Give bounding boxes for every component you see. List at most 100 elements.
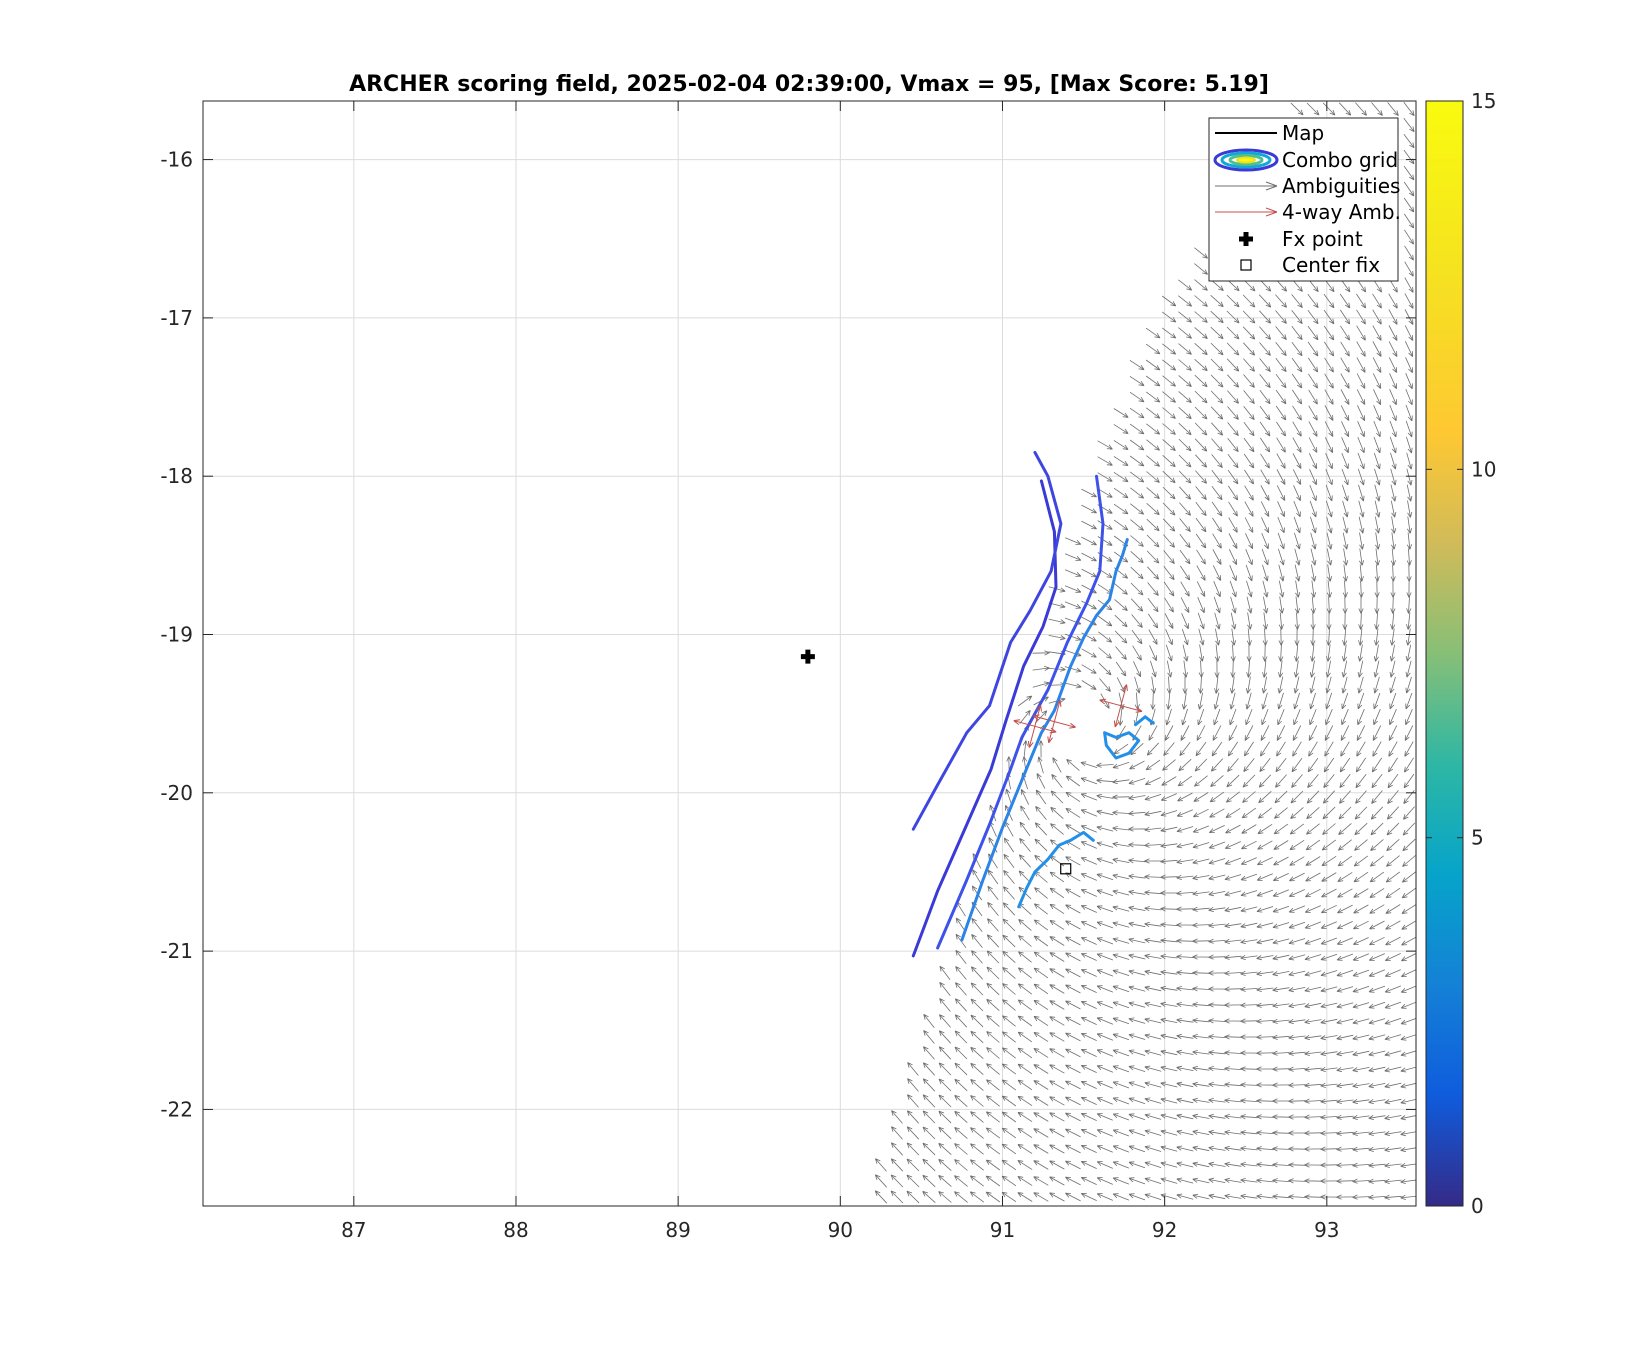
ambiguity-vector-1099 xyxy=(1017,967,1032,979)
ambiguity-vector-1311 xyxy=(938,1078,952,1092)
ambiguity-vector-1308 xyxy=(1400,1066,1416,1073)
ambiguity-vector-449 xyxy=(1196,549,1206,565)
ambiguity-vector-498 xyxy=(1262,580,1269,598)
ambiguity-vector-1202 xyxy=(1208,1018,1226,1024)
ambiguity-vector-158 xyxy=(1226,310,1240,324)
ambiguity-vector-905 xyxy=(1144,858,1162,864)
ambiguity-vector-902 xyxy=(1096,857,1114,864)
ambiguity-vector-203 xyxy=(1404,341,1414,358)
ambiguity-vector-778 xyxy=(1275,774,1287,788)
ambiguity-vector-592 xyxy=(1278,644,1284,662)
ambiguity-vector-147 xyxy=(1307,294,1319,309)
ambiguity-vector-1208 xyxy=(1304,1019,1322,1025)
ambiguity-vector-1183 xyxy=(1400,1001,1416,1009)
ambiguity-vector-678 xyxy=(1181,708,1188,726)
ambiguity-vector-227 xyxy=(1210,374,1224,388)
ambiguity-vector-450 xyxy=(1212,549,1222,565)
ambiguity-vector-333 xyxy=(1373,452,1381,470)
ambiguity-vector-1011 xyxy=(1018,919,1032,931)
ambiguity-vector-1442 xyxy=(938,1142,952,1155)
ambiguity-vector-1414 xyxy=(1017,1127,1033,1139)
ambiguity-vector-945 xyxy=(1337,872,1353,882)
ambiguity-vector-938 xyxy=(1224,874,1242,881)
ambiguity-vector-858 xyxy=(1273,823,1289,835)
ambiguity-vector-574 xyxy=(1374,628,1380,646)
ambiguity-vector-1155 xyxy=(954,998,967,1012)
ambiguity-vector-1356 xyxy=(1144,1097,1162,1104)
ambiguity-vector-1032 xyxy=(1353,920,1369,930)
ambiguity-vector-1191 xyxy=(1033,1015,1049,1027)
ambiguity-vector-606 xyxy=(1115,661,1127,677)
ambiguity-vector-1462 xyxy=(1256,1146,1274,1152)
ambiguity-vector-664 xyxy=(1293,692,1300,710)
ambiguity-vector-1437 xyxy=(1384,1131,1402,1137)
ambiguity-vector-634 xyxy=(1182,676,1188,694)
ambiguity-vector-1350 xyxy=(1049,1096,1065,1106)
ambiguity-vector-1457 xyxy=(1176,1145,1194,1152)
ambiguity-vector-1491 xyxy=(1176,1161,1194,1168)
ambiguity-vector-441 xyxy=(1064,553,1082,561)
ambiguity-vector-1236 xyxy=(1256,1034,1274,1040)
ambiguity-vector-1201 xyxy=(1192,1018,1210,1024)
ambiguity-vector-447 xyxy=(1163,550,1175,564)
legend-4way-label: 4-way Amb. xyxy=(1282,200,1401,224)
ambiguity-vector-1433 xyxy=(1320,1130,1338,1136)
ambiguity-vector-269 xyxy=(1292,405,1302,421)
ambiguity-vector-315 xyxy=(1406,436,1413,454)
ambiguity-vector-301 xyxy=(1178,438,1192,452)
ambiguity-vector-1225 xyxy=(1080,1033,1097,1041)
ambiguity-vector-1470 xyxy=(1384,1146,1402,1153)
ambiguity-vector-427 xyxy=(1195,533,1207,549)
ambiguity-vector-1017 xyxy=(1112,921,1130,928)
ambiguity-vector-169 xyxy=(1404,309,1414,325)
ambiguity-vector-424 xyxy=(1146,534,1160,548)
ambiguity-vector-480 xyxy=(1342,564,1348,582)
ambiguity-vector-295 xyxy=(1405,420,1413,438)
ambiguity-vector-1068 xyxy=(1002,950,1016,963)
ambiguity-vector-1074 xyxy=(1096,953,1114,961)
ambiguity-vector-730 xyxy=(1340,741,1350,757)
ambiguity-vector-197 xyxy=(1307,341,1319,357)
ambiguity-vector-528 xyxy=(1374,596,1380,614)
ambiguity-vector-1136 xyxy=(1128,985,1146,992)
ambiguity-vector-433 xyxy=(1294,532,1301,550)
ambiguity-vector-322 xyxy=(1195,454,1208,468)
ambiguity-vector-171 xyxy=(1161,327,1177,339)
legend-ambiguities-icon xyxy=(1215,181,1278,191)
ambiguity-vector-1357 xyxy=(1160,1097,1178,1104)
ambiguity-vector-1274 xyxy=(1368,1050,1386,1057)
ambiguity-vector-303 xyxy=(1211,438,1223,452)
ambiguity-vector-289 xyxy=(1308,421,1318,437)
ambiguity-vector-806 xyxy=(1306,790,1320,804)
ambiguity-vector-382 xyxy=(1162,502,1176,516)
ambiguity-vector-656 xyxy=(1166,692,1172,710)
ambiguity-vector-1213 xyxy=(1384,1017,1402,1025)
ambiguity-vector-1327 xyxy=(1192,1081,1210,1087)
ambiguity-vector-1313 xyxy=(970,1079,984,1091)
ambiguity-vector-593 xyxy=(1294,644,1300,662)
ambiguity-vector-843 xyxy=(1034,822,1048,836)
ambiguity-vector-399 xyxy=(1097,520,1113,530)
ambiguity-vector-164 xyxy=(1323,309,1335,325)
y-tick-label-1: -17 xyxy=(160,306,193,330)
ambiguity-vector-914 xyxy=(1289,856,1305,866)
ambiguity-vector-1209 xyxy=(1320,1018,1338,1025)
ambiguity-vector-1371 xyxy=(1384,1098,1402,1105)
ambiguity-vector-1447 xyxy=(1017,1144,1033,1154)
ambiguity-vector-1113 xyxy=(1240,970,1258,976)
ambiguity-vector-1533 xyxy=(1304,1178,1322,1184)
ambiguity-vector-1027 xyxy=(1272,922,1290,929)
four-way-arrow-2-1 xyxy=(1099,698,1122,707)
ambiguity-vector-239 xyxy=(1405,373,1413,390)
ambiguity-vector-741 xyxy=(1096,762,1114,768)
ambiguity-vector-1509 xyxy=(922,1174,936,1188)
ambiguity-vector-980 xyxy=(987,902,999,916)
ambiguity-vector-1335 xyxy=(1320,1082,1338,1088)
ambiguity-vector-1486 xyxy=(1096,1161,1113,1169)
ambiguity-vector-1338 xyxy=(1368,1083,1386,1089)
ambiguity-vector-462 xyxy=(1406,548,1412,566)
ambiguity-vector-299 xyxy=(1146,439,1160,451)
ambiguity-vector-581 xyxy=(1098,647,1112,659)
ambiguity-vector-195 xyxy=(1275,342,1287,357)
ambiguity-vector-156 xyxy=(1194,311,1208,323)
